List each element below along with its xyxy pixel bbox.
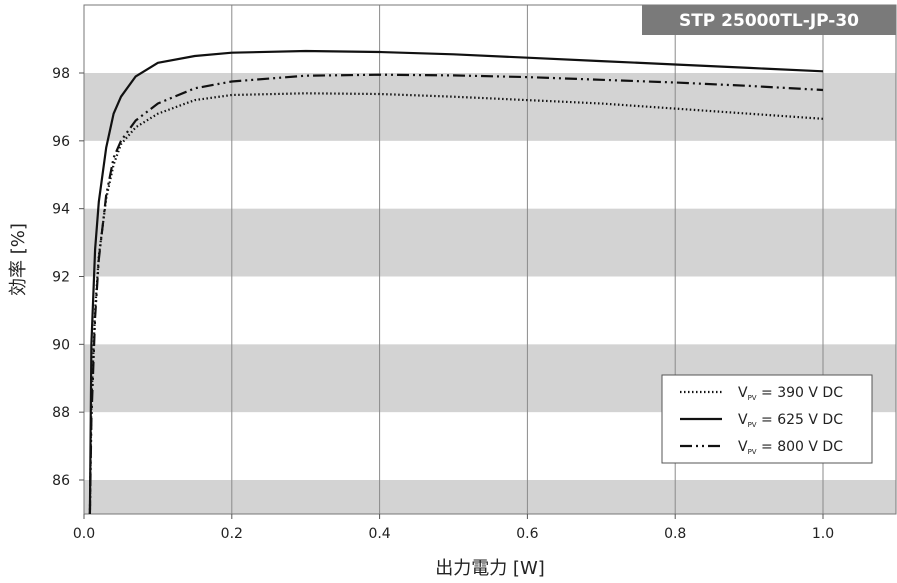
y-tick-labels: 86 88 90 92 94 96 98 (52, 66, 84, 489)
band-2 (84, 208, 896, 277)
y-tick-label-5: 96 (52, 134, 70, 150)
legend-label-sub: PV (748, 394, 757, 402)
model-badge: STP 25000TL-JP-30 (642, 5, 896, 35)
x-tick-label-1: 0.2 (221, 526, 243, 542)
series-line-dashdot (88, 73, 824, 514)
y-tick-label-2: 90 (52, 337, 70, 353)
band-3 (84, 73, 896, 141)
legend-label-tail: = 390 V DC (757, 385, 844, 401)
plot-frame (83, 4, 897, 515)
legend-label-main: V (738, 385, 748, 401)
x-tick-label-2: 0.4 (368, 526, 390, 542)
legend-label-sub: PV (748, 448, 757, 456)
x-tick-label-4: 0.8 (664, 526, 686, 542)
legend-label-sub: PV (748, 421, 757, 429)
x-tick-label-0: 0.0 (73, 526, 95, 542)
x-tick-label-3: 0.6 (516, 526, 538, 542)
x-tick-label-5: 1.0 (812, 526, 834, 542)
legend-label-0: VPV = 390 V DC (738, 385, 843, 402)
x-tick-labels: 0.0 0.2 0.4 0.6 0.8 1.0 (73, 514, 834, 542)
model-badge-text: STP 25000TL-JP-30 (679, 11, 859, 31)
y-tick-label-4: 94 (52, 202, 70, 218)
legend-label-main: V (738, 439, 748, 455)
legend-label-main: V (738, 412, 748, 428)
series-line-dotted (88, 92, 824, 514)
series-lines (88, 49, 824, 514)
model-badge-background (642, 5, 896, 35)
legend-label-tail: = 800 V DC (757, 439, 844, 455)
legend-label-2: VPV = 800 V DC (738, 439, 843, 456)
legend-label-tail: = 625 V DC (757, 412, 844, 428)
band-0 (84, 480, 896, 514)
y-axis-label: 効率 [%] (8, 223, 29, 296)
legend-label-1: VPV = 625 V DC (738, 412, 843, 429)
y-tick-label-6: 98 (52, 66, 70, 82)
y-tick-label-3: 92 (52, 270, 70, 286)
y-tick-label-0: 86 (52, 473, 70, 489)
y-tick-label-1: 88 (52, 405, 70, 421)
x-axis-label: 出力電力 [W] (435, 558, 545, 579)
series-line-solid (88, 49, 824, 514)
